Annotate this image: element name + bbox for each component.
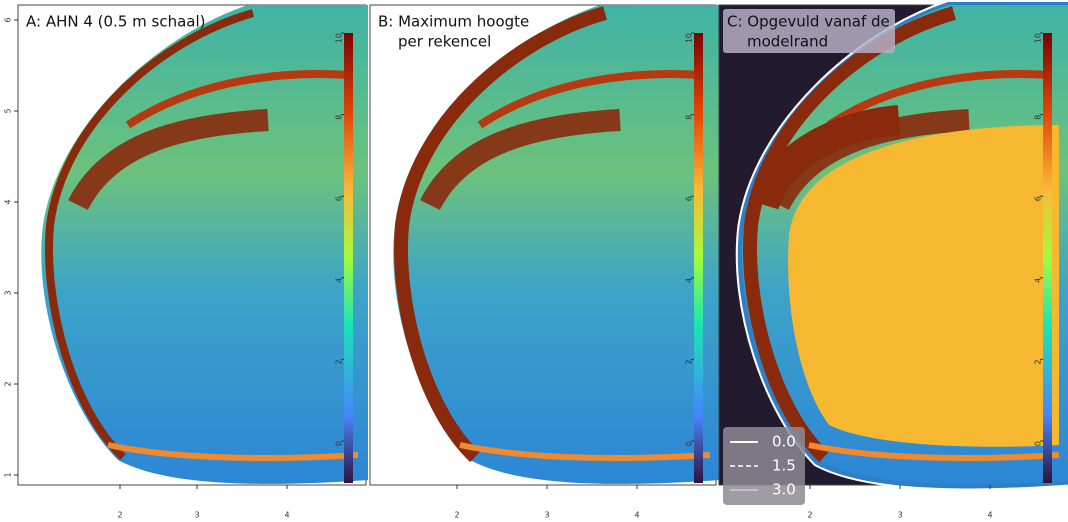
colorbar-label: 4 xyxy=(335,278,344,283)
figure: 0246810A: AHN 4 (0.5 m schaal)2341234560… xyxy=(0,0,1068,522)
colorbar-label: 0 xyxy=(685,441,694,446)
colorbar-label: 6 xyxy=(685,196,694,201)
colorbar-label: 8 xyxy=(685,115,694,120)
panel: 0 2 4 6 8 10 A: AHN 4 (0.5 m schaal) xyxy=(18,5,368,485)
panel: 0 2 4 6 8 10 B: Maximum hoogte per rekencel xyxy=(370,5,720,485)
colorbar xyxy=(1043,33,1052,483)
colorbar xyxy=(344,33,353,483)
panel: 0 2 4 6 8 10 C: Opgevuld vanaf de modelrand xyxy=(719,1,1068,490)
colorbar-label: 6 xyxy=(335,196,344,201)
panel-title: per rekencel xyxy=(398,33,491,51)
colorbar-label: 4 xyxy=(1034,278,1043,283)
panel-title: B: Maximum hoogte xyxy=(378,13,529,31)
colorbar-label: 2 xyxy=(685,359,694,364)
x-tick-label: 2 xyxy=(807,511,812,520)
x-tick-label: 2 xyxy=(454,511,459,520)
legend-label: 0.0 xyxy=(772,433,796,451)
colorbar-label: 8 xyxy=(335,115,344,120)
colorbar-label: 2 xyxy=(1034,359,1043,364)
colorbar-label: 8 xyxy=(1034,115,1043,120)
colorbar-label: 6 xyxy=(1034,196,1043,201)
panel-title: modelrand xyxy=(747,33,828,51)
x-tick-label: 4 xyxy=(987,511,992,520)
colorbar-label: 4 xyxy=(685,278,694,283)
panel-title: A: AHN 4 (0.5 m schaal) xyxy=(26,13,206,31)
colorbar xyxy=(694,33,703,483)
colorbar-label: 0 xyxy=(1034,441,1043,446)
x-tick-label: 4 xyxy=(284,511,289,520)
panel-title: C: Opgevuld vanaf de xyxy=(727,13,890,31)
y-tick-label: 2 xyxy=(4,381,13,386)
legend: 0.0 1.5 3.0 xyxy=(723,427,805,505)
y-tick-label: 1 xyxy=(4,472,13,477)
x-tick-label: 3 xyxy=(544,511,549,520)
colorbar-label: 10 xyxy=(335,33,344,43)
colorbar-label: 10 xyxy=(685,33,694,43)
colorbar-label: 0 xyxy=(335,441,344,446)
y-tick-label: 4 xyxy=(4,199,13,204)
colorbar-label: 10 xyxy=(1034,33,1043,43)
legend-label: 1.5 xyxy=(772,457,796,475)
x-tick-label: 2 xyxy=(117,511,122,520)
x-tick-label: 4 xyxy=(634,511,639,520)
legend-label: 3.0 xyxy=(772,481,796,499)
x-tick-label: 3 xyxy=(897,511,902,520)
y-tick-label: 5 xyxy=(4,108,13,113)
y-tick-label: 3 xyxy=(4,290,13,295)
x-tick-label: 3 xyxy=(194,511,199,520)
colorbar-label: 2 xyxy=(335,359,344,364)
y-tick-label: 6 xyxy=(4,17,13,22)
